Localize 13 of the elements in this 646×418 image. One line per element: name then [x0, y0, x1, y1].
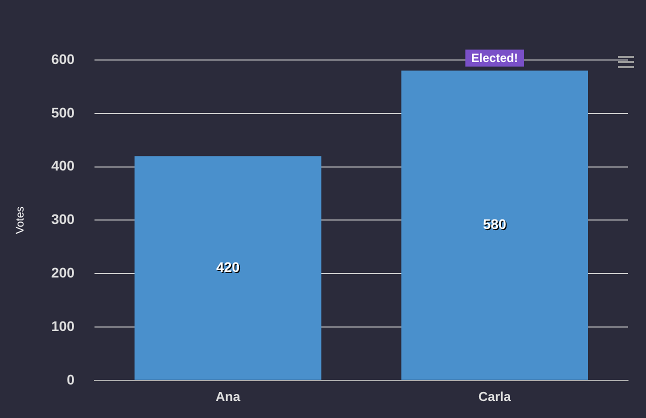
- x-tick-label: Ana: [216, 388, 241, 404]
- x-tick-label: Carla: [478, 388, 512, 404]
- y-tick-label: 500: [51, 104, 75, 120]
- y-tick-label: 600: [51, 50, 75, 67]
- y-tick-label: 200: [51, 264, 75, 280]
- y-tick-label: 400: [51, 158, 75, 174]
- data-label: 420: [216, 258, 240, 275]
- y-axis-title: Votes: [14, 206, 27, 234]
- data-label: 580: [482, 216, 507, 232]
- y-tick-label: 100: [51, 318, 75, 334]
- y-tick-label: 0: [66, 371, 75, 388]
- y-tick-label: 300: [51, 211, 75, 228]
- annotation: Elected!: [471, 50, 518, 65]
